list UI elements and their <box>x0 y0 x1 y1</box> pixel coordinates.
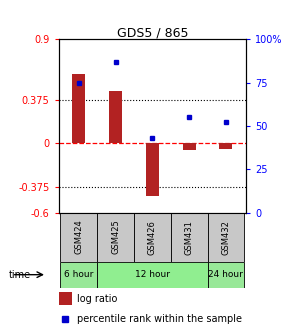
Title: GDS5 / 865: GDS5 / 865 <box>117 26 188 39</box>
Bar <box>97 213 134 262</box>
Bar <box>59 292 72 305</box>
Bar <box>134 213 171 262</box>
Bar <box>219 143 232 149</box>
Text: GSM426: GSM426 <box>148 220 157 254</box>
Text: percentile rank within the sample: percentile rank within the sample <box>77 314 242 324</box>
Bar <box>183 143 195 150</box>
Text: GSM424: GSM424 <box>74 220 83 254</box>
Text: GSM431: GSM431 <box>185 220 194 254</box>
Bar <box>171 213 207 262</box>
Bar <box>60 213 97 262</box>
Text: GSM432: GSM432 <box>222 220 230 254</box>
Bar <box>60 262 97 288</box>
Bar <box>72 74 85 143</box>
Bar <box>109 91 122 143</box>
Text: GSM425: GSM425 <box>111 220 120 254</box>
Text: 24 hour: 24 hour <box>208 270 243 279</box>
Text: 12 hour: 12 hour <box>135 270 170 279</box>
Text: log ratio: log ratio <box>77 294 118 304</box>
Bar <box>207 262 244 288</box>
Bar <box>97 262 207 288</box>
Text: time: time <box>9 270 31 280</box>
Bar <box>146 143 159 197</box>
Text: 6 hour: 6 hour <box>64 270 93 279</box>
Bar <box>207 213 244 262</box>
